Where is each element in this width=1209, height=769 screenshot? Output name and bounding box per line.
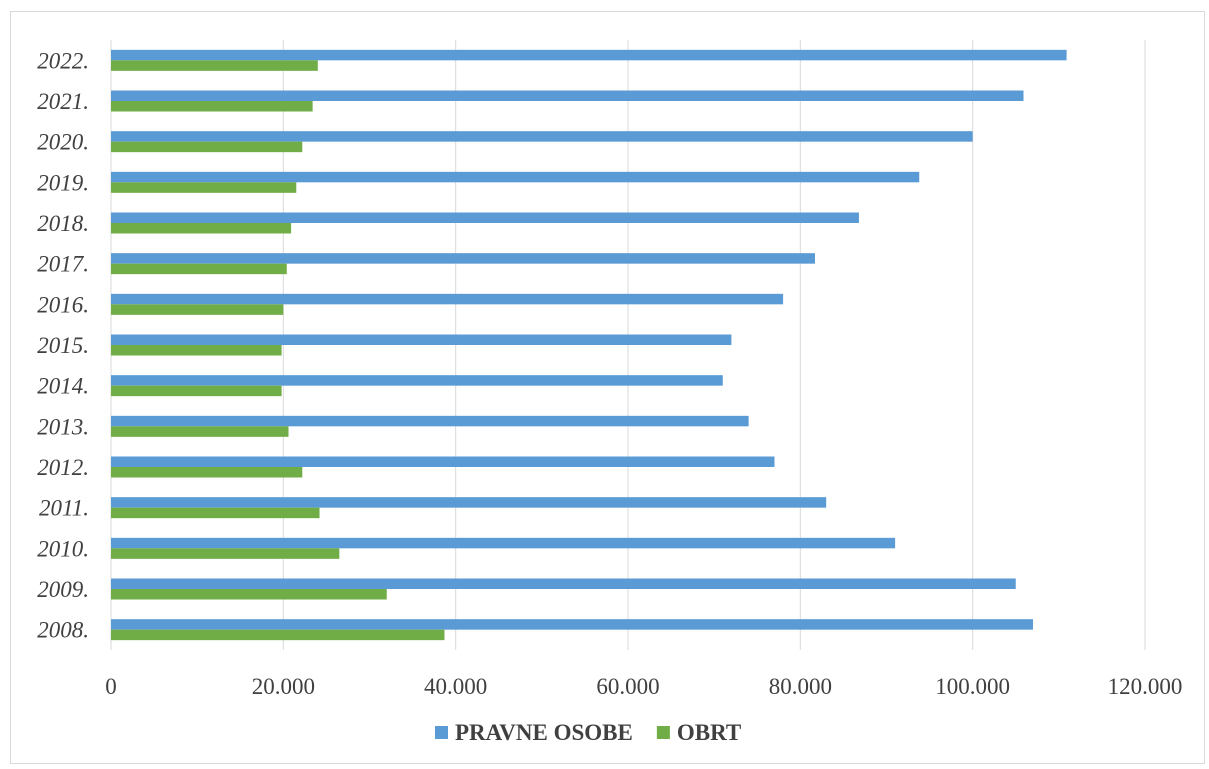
x-tick-label: 0: [105, 674, 117, 699]
y-tick-label: 2018.: [37, 211, 89, 236]
y-tick-label: 2015.: [37, 333, 89, 358]
y-tick-label: 2020.: [37, 130, 89, 155]
bar-obrt: [111, 304, 284, 315]
x-tick-label: 40.000: [424, 674, 487, 699]
bar-pravne-osobe: [111, 212, 859, 223]
bar-obrt: [111, 101, 313, 112]
bar-obrt: [111, 467, 303, 478]
bar-obrt: [111, 426, 289, 437]
bar-obrt: [111, 141, 303, 153]
x-tick-label: 100.000: [935, 674, 1010, 699]
y-tick-label: 2008.: [37, 618, 89, 643]
x-tick-label: 60.000: [596, 674, 659, 699]
bar-pravne-osobe: [111, 171, 920, 183]
x-tick-label: 120.000: [1108, 674, 1183, 699]
bar-obrt: [111, 60, 318, 71]
bar-obrt: [111, 385, 282, 397]
legend-swatch-obrt: [656, 726, 670, 739]
bar-pravne-osobe: [111, 537, 896, 549]
y-tick-label: 2016.: [37, 292, 89, 317]
bar-pravne-osobe: [111, 253, 815, 264]
x-tick-label: 20.000: [252, 674, 315, 699]
bar-obrt: [111, 263, 287, 275]
bar-obrt: [111, 182, 297, 193]
bar-obrt: [111, 507, 320, 519]
bar-pravne-osobe: [111, 334, 732, 345]
bar-pravne-osobe: [111, 578, 1016, 589]
bar-chart: 0 20.000 40.000 60.000 80.000 100.000 120.000 2…: [37, 40, 1183, 745]
bar-obrt: [111, 548, 340, 559]
bar-obrt: [111, 223, 292, 234]
legend-label-pravne-osobe: PRAVNE OSOBE: [455, 720, 633, 745]
x-tick-label: 80.000: [769, 674, 832, 699]
bar-obrt: [111, 589, 387, 600]
y-tick-label: 2019.: [37, 170, 89, 195]
y-tick-label: 2009.: [37, 577, 89, 602]
bar-pravne-osobe: [111, 619, 1033, 630]
y-tick-label: 2011.: [39, 496, 89, 521]
bar-obrt: [111, 345, 282, 356]
bar-pravne-osobe: [111, 375, 723, 386]
bar-pravne-osobe: [111, 293, 784, 305]
bar-pravne-osobe: [111, 456, 775, 467]
bar-obrt: [111, 629, 445, 641]
y-tick-label: 2022.: [37, 48, 89, 73]
bar-pravne-osobe: [111, 497, 827, 508]
bar-pravne-osobe: [111, 131, 973, 142]
y-tick-label: 2013.: [37, 414, 89, 439]
y-tick-label: 2017.: [37, 252, 89, 277]
legend-label-obrt: OBRT: [677, 720, 741, 745]
bar-pravne-osobe: [111, 415, 749, 427]
bar-pravne-osobe: [111, 90, 1024, 101]
legend-swatch-pravne-osobe: [435, 726, 448, 739]
bar-pravne-osobe: [111, 49, 1067, 61]
chart-frame: 0 20.000 40.000 60.000 80.000 100.000 120.000 2…: [10, 11, 1205, 764]
y-tick-label: 2010.: [37, 536, 89, 561]
y-tick-label: 2012.: [37, 455, 89, 480]
y-tick-label: 2014.: [37, 374, 89, 399]
y-tick-label: 2021.: [37, 89, 89, 114]
